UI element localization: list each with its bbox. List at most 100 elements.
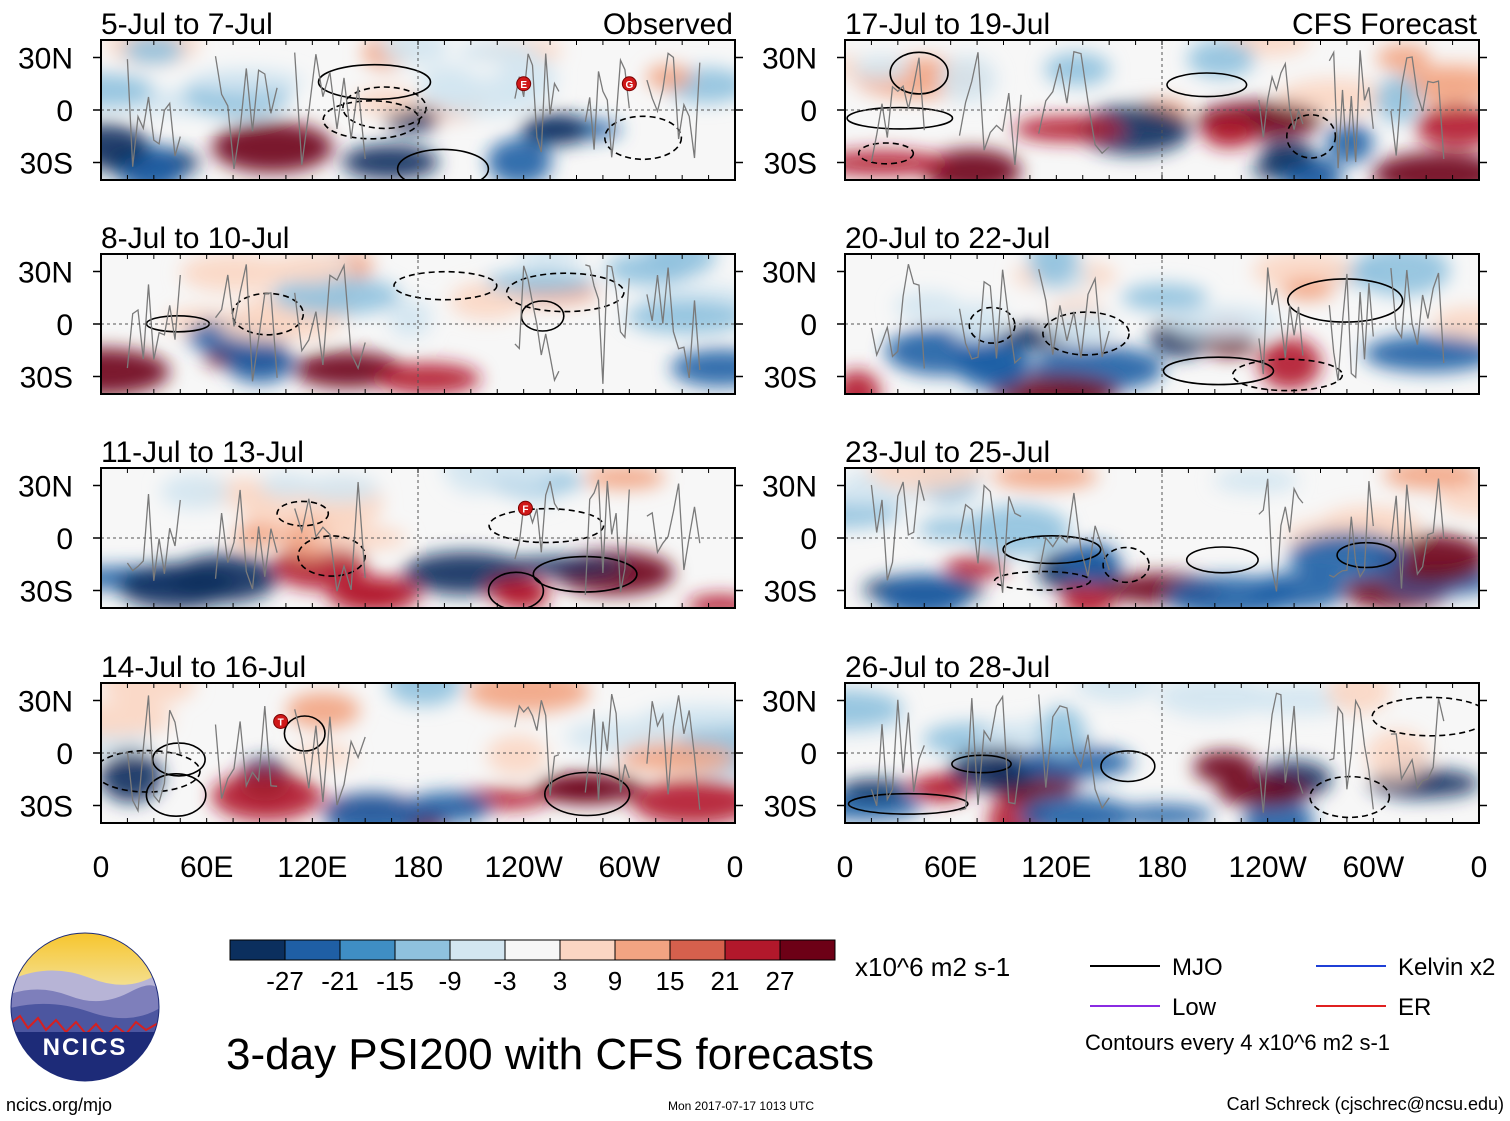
coastline: [1390, 698, 1445, 790]
coastline: [1038, 269, 1110, 358]
colorbar-tick-label: 3: [553, 966, 567, 996]
anomaly-blob: [852, 55, 910, 81]
coastline: [870, 57, 925, 163]
anomaly-blob: [101, 683, 197, 706]
anomaly-blob: [486, 735, 548, 776]
figure-title: 3-day PSI200 with CFS forecasts: [226, 1030, 875, 1079]
panel-date-label: 14-Jul to 16-Jul: [101, 651, 306, 684]
legend-item: ER: [1316, 994, 1431, 1021]
anomaly-blob: [456, 40, 537, 64]
anomaly-blob: [1039, 706, 1086, 758]
anomaly-blob: [1013, 116, 1125, 142]
coastline: [646, 483, 701, 571]
anomaly-blob: [1165, 305, 1281, 340]
anomaly-blob: [376, 363, 481, 394]
mjo-contour: [1185, 546, 1259, 574]
y-tick-label: 0: [56, 738, 73, 771]
anomaly-blob: [646, 64, 693, 90]
contour-interval-note: Contours every 4 x10^6 m2 s-1: [1085, 1030, 1391, 1055]
y-tick-label: 30N: [762, 471, 817, 504]
anomaly-field: [101, 683, 735, 823]
y-tick-label: 30N: [762, 257, 817, 290]
coastlines: [870, 692, 1445, 813]
mjo-contour: [297, 535, 366, 577]
coastline: [646, 695, 701, 810]
anomaly-blob: [160, 473, 230, 510]
anomaly-blob: [1121, 283, 1208, 311]
coastlines: [870, 264, 1445, 381]
coastline: [646, 52, 701, 159]
y-tick-label: 30S: [764, 791, 817, 824]
coastlines: [126, 479, 701, 596]
anomaly-blob: [1193, 751, 1257, 784]
anomaly-blob: [1202, 116, 1257, 148]
anomaly-blob: [521, 113, 590, 146]
coastline: [294, 709, 366, 806]
coastline: [126, 274, 181, 369]
anomaly-blob: [259, 472, 315, 499]
anomaly-blob: [179, 254, 290, 293]
x-tick-label: 0: [837, 851, 854, 884]
x-tick-label: 120E: [1021, 851, 1091, 884]
legend-item: Low: [1090, 994, 1217, 1021]
coastline: [958, 484, 1022, 593]
anomaly-blob: [293, 351, 404, 389]
coastline: [1258, 692, 1304, 813]
coastline: [584, 479, 630, 596]
colorbar-swatch: [449, 939, 506, 961]
y-tick-label: 30N: [18, 43, 73, 76]
mjo-contour: [283, 715, 326, 752]
colorbar-units: x10^6 m2 s-1: [855, 952, 1011, 982]
anomaly-blob: [1375, 76, 1422, 123]
y-tick-label: 30S: [20, 148, 73, 181]
x-tick-label: 0: [727, 851, 744, 884]
anomaly-blob: [1258, 337, 1322, 390]
anomaly-blob: [101, 124, 149, 168]
storm-marker-circle: [273, 714, 289, 729]
anomaly-blob: [894, 291, 962, 323]
mjo-contour: [317, 63, 432, 101]
colorbar-swatch: [779, 939, 836, 961]
coastline: [1329, 481, 1374, 579]
coastline: [126, 493, 181, 581]
legend-item: Kelvin x2: [1316, 954, 1495, 981]
anomaly-blob: [486, 578, 550, 603]
panel-date-label: 23-Jul to 25-Jul: [845, 436, 1050, 469]
anomaly-blob: [427, 75, 540, 117]
anomaly-blob: [867, 468, 984, 491]
mjo-contour: [1166, 72, 1248, 98]
anomaly-blob: [494, 468, 557, 489]
anomaly-blob: [540, 774, 604, 800]
colorbar-tick-label: 9: [608, 966, 622, 996]
colorbar-swatch: [669, 939, 726, 961]
mjo-contour: [487, 571, 545, 608]
storm-marker-circle: [516, 76, 532, 92]
anomaly-blob: [101, 348, 170, 394]
anomaly-blob: [845, 689, 904, 728]
anomaly-blob: [583, 468, 666, 490]
map-panel: 30N 0 30S 14-Jul to 16-Jul T 0 60E 120E 180 120W 6…: [18, 651, 744, 884]
site-url[interactable]: ncics.org/mjo: [6, 1095, 113, 1115]
panel-date-label: 8-Jul to 10-Jul: [101, 222, 289, 255]
coastline: [294, 481, 366, 592]
coastline: [1328, 50, 1374, 169]
anomaly-blob: [101, 73, 154, 108]
anomaly-blob: [1366, 730, 1430, 782]
coastline: [585, 264, 630, 384]
coastline: [1390, 478, 1445, 589]
colorbar-tick-label: -9: [438, 966, 461, 996]
colorbar-swatch: [724, 939, 781, 961]
coastline: [214, 264, 278, 382]
legend-item: MJO: [1090, 954, 1223, 981]
coastline: [294, 263, 366, 371]
coastline: [514, 700, 560, 796]
mjo-contour: [603, 115, 683, 161]
map-panel: 30N 0 30S 20-Jul to 22-Jul: [762, 222, 1487, 395]
y-tick-label: 0: [800, 523, 817, 556]
coastline: [1258, 61, 1304, 138]
colorbar-tick-label: 27: [766, 966, 795, 996]
anomaly-field: [845, 254, 1479, 394]
anomaly-blob: [954, 339, 1031, 389]
y-tick-label: 30N: [18, 471, 73, 504]
